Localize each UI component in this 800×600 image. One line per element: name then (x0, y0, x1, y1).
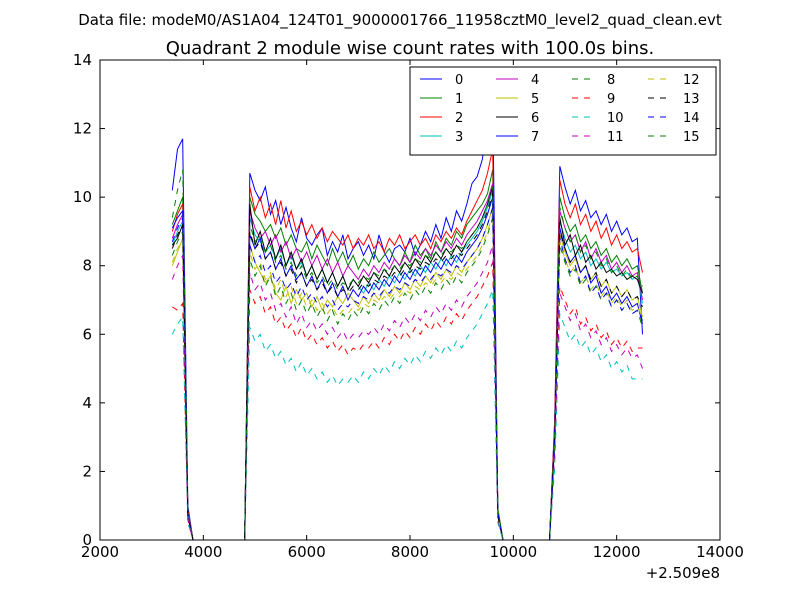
y-tick-label: 0 (82, 531, 92, 549)
series-line-6 (171, 186, 643, 540)
y-tick-label: 10 (73, 188, 92, 206)
x-tick-label: 12000 (593, 543, 641, 561)
legend-entry-12: 12 (648, 73, 700, 88)
series-line-0 (171, 90, 643, 540)
series-line-15 (171, 169, 643, 540)
y-tick-label: 2 (82, 462, 92, 480)
y-tick-label: 8 (82, 257, 92, 275)
legend-entry-3: 3 (420, 130, 463, 145)
x-axis: 2000 4000 6000 8000 10000 12000 14000 (81, 60, 744, 561)
x-tick-label: 4000 (184, 543, 222, 561)
legend-entry-8: 8 (572, 73, 615, 88)
series-layer (171, 90, 643, 540)
figure-suptitle: Data file: modeM0/AS1A04_124T01_90000017… (78, 11, 722, 30)
series-line-9 (172, 262, 643, 540)
legend-label: 12 (683, 73, 700, 88)
series-line-3 (171, 190, 643, 540)
legend-label: 8 (607, 73, 615, 88)
legend-entry-0: 0 (420, 73, 463, 88)
y-tick-label: 4 (82, 394, 92, 412)
legend-entry-15: 15 (648, 130, 700, 145)
x-tick-label: 10000 (489, 543, 537, 561)
x-offset-label: +2.509e8 (646, 564, 720, 582)
x-tick-label: 2000 (81, 543, 119, 561)
legend-label: 10 (607, 111, 624, 126)
legend-label: 13 (683, 92, 700, 107)
legend-label: 6 (531, 111, 539, 126)
legend-entry-7: 7 (496, 130, 539, 145)
series-line-10 (171, 289, 643, 540)
legend-entry-4: 4 (496, 73, 539, 88)
legend-entry-2: 2 (420, 111, 463, 126)
legend-label: 0 (455, 73, 463, 88)
legend-label: 5 (531, 92, 539, 107)
legend-label: 11 (607, 130, 624, 145)
series-line-7 (171, 196, 643, 540)
legend-entry-10: 10 (572, 111, 624, 126)
x-tick-label: 14000 (696, 543, 744, 561)
legend-label: 2 (455, 111, 463, 126)
legend-box (409, 66, 717, 156)
legend-label: 9 (607, 92, 615, 107)
legend-label: 3 (455, 130, 463, 145)
series-line-11 (171, 244, 643, 540)
chart-title: Quadrant 2 module wise count rates with … (166, 38, 655, 59)
series-line-2 (171, 149, 643, 540)
legend-entry-6: 6 (496, 111, 539, 126)
legend-label: 7 (531, 130, 539, 145)
x-tick-label: 8000 (391, 543, 429, 561)
legend-entry-14: 14 (648, 111, 700, 126)
legend-label: 15 (683, 130, 700, 145)
series-line-8 (171, 217, 643, 540)
x-tick-label: 6000 (288, 543, 326, 561)
legend-entry-1: 1 (420, 92, 463, 107)
legend-entry-9: 9 (572, 92, 615, 107)
legend-entry-5: 5 (496, 92, 539, 107)
legend-label: 1 (455, 92, 463, 107)
y-tick-label: 6 (82, 325, 92, 343)
series-line-14 (171, 207, 643, 540)
series-line-12 (171, 214, 643, 540)
y-tick-label: 12 (73, 120, 92, 138)
legend-label: 4 (531, 73, 539, 88)
series-line-1 (171, 169, 643, 540)
y-tick-label: 14 (73, 51, 92, 69)
legend-entry-13: 13 (648, 92, 700, 107)
legend-entry-11: 11 (572, 130, 624, 145)
legend-label: 14 (683, 111, 700, 126)
